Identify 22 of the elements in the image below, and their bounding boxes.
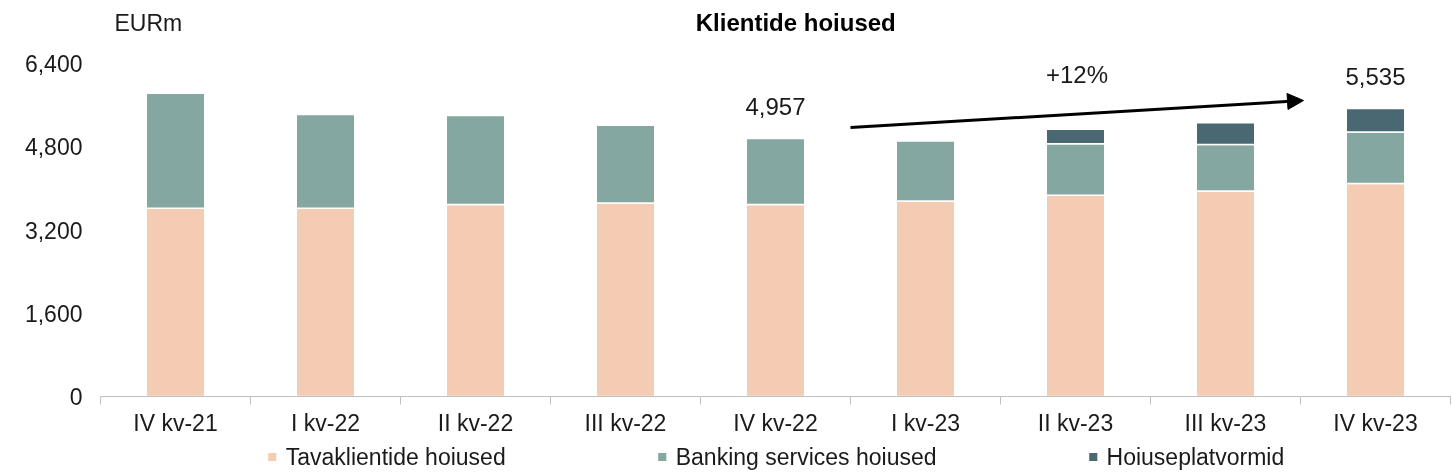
x-tick-label: IV kv-23 — [1333, 409, 1418, 436]
x-tick-label: II kv-22 — [437, 409, 514, 436]
y-axis-title: EURm — [114, 9, 183, 36]
total-label: 4,957 — [745, 92, 806, 120]
x-tick-label: I kv-22 — [290, 409, 361, 436]
y-tick-label: 3,200 — [24, 217, 83, 244]
x-tick-label: I kv-23 — [890, 409, 961, 436]
x-tick-label: III kv-22 — [584, 409, 667, 436]
y-tick-label: 4,800 — [24, 134, 83, 161]
x-tick-label: IV kv-21 — [133, 409, 218, 436]
legend-label: Tavaklientide hoiused — [285, 443, 506, 470]
legend-label: Hoiuseplatvormid — [1106, 443, 1285, 470]
x-tick-label: II kv-23 — [1037, 409, 1114, 436]
annotation: +12% — [1045, 61, 1109, 89]
total-label: 5,535 — [1345, 62, 1406, 90]
y-tick-label: 1,600 — [24, 300, 83, 327]
x-tick-label: IV kv-22 — [733, 409, 818, 436]
y-tick-label: 6,400 — [24, 51, 83, 77]
y-tick-label: 0 — [69, 384, 83, 410]
x-tick-label: III kv-23 — [1184, 409, 1267, 436]
chart-title: Klientide hoiused — [695, 9, 896, 36]
legend-label: Banking services hoiused — [675, 443, 937, 470]
